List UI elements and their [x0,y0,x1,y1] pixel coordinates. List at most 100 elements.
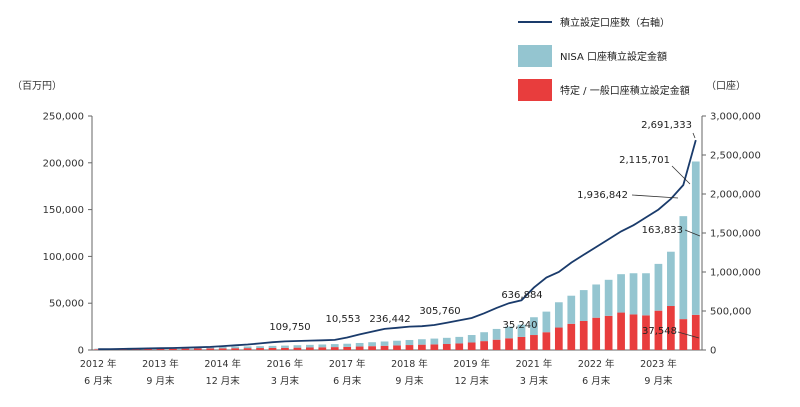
x-tick-month: 3 月末 [271,375,300,387]
bar-tokutei [368,346,376,350]
bar-nisa [455,336,464,344]
x-tick-year: 2022 年 [578,358,615,370]
annotation-leader [684,229,701,237]
bar-nisa [231,346,240,349]
bar-tokutei [517,336,526,350]
bar-nisa [281,345,289,348]
bar-tokutei [654,310,663,350]
bar-nisa [592,284,601,318]
bar-tokutei [181,348,190,350]
left-tick-label: 250,000 [43,112,84,123]
x-tick-month: 9 月末 [146,375,175,387]
bar-tokutei [542,332,551,350]
right-tick-label: 1,500,000 [710,229,761,240]
bar-tokutei [530,335,538,350]
right-unit-label: （口座） [706,79,746,92]
bar-tokutei [492,339,501,350]
bar-tokutei [430,344,439,350]
bar-tokutei [604,315,613,350]
bar-tokutei [281,347,289,350]
bar-tokutei [318,347,327,350]
left-tick-label: 50,000 [49,299,84,310]
annotation-label: 2,115,701 [619,155,670,166]
bar-nisa [667,251,675,307]
bar-nisa [604,279,613,316]
annotation-leader [671,165,691,185]
x-tick-month: 6 月末 [84,375,113,387]
bar-tokutei [554,327,563,350]
bar-tokutei [617,312,625,350]
annotation-leader [692,132,696,139]
right-tick-label: 0 [710,346,716,357]
x-tick-month: 6 月末 [582,375,611,387]
x-tick-year: 2018 年 [391,358,428,370]
bar-nisa [617,274,625,313]
bar-tokutei [442,344,451,350]
bar-tokutei [679,319,688,350]
bar-nisa [542,311,551,333]
bar-tokutei [629,314,638,350]
bar-tokutei [218,348,227,350]
annotation-label: 35,240 [503,320,538,331]
bar-tokutei [480,341,489,350]
bar-nisa [505,326,513,339]
x-tick-month: 6 月末 [333,375,362,387]
left-unit-label: （百万円） [12,80,62,92]
legend-label-tokutei: 特定 / 一般口座積立設定金額 [560,84,690,97]
bar-tokutei [144,348,152,350]
bar-tokutei [592,317,601,350]
annotation-label: 109,750 [269,322,310,333]
annotation-label: 163,833 [642,225,683,236]
right-tick-label: 3,000,000 [710,112,761,123]
bar-nisa [654,263,663,311]
bar-nisa [380,341,389,346]
annotation-label: 236,442 [369,314,410,325]
bar-tokutei [293,347,302,350]
x-tick-month: 12 月末 [206,375,241,387]
bar-tokutei [243,348,252,350]
bar-nisa [579,290,588,321]
bar-tokutei [355,346,364,350]
bar-tokutei [330,347,339,350]
bar-tokutei [169,348,177,350]
bar-nisa [368,342,376,347]
line-accounts [98,139,697,351]
bar-nisa [243,346,252,349]
bar-nisa [218,346,227,349]
bar-nisa [355,342,364,347]
bar-tokutei [393,345,401,350]
bar-nisa [480,332,489,342]
x-tick-year: 2012 年 [80,358,117,370]
right-tick-label: 2,500,000 [710,151,761,162]
x-tick-year: 2017 年 [329,358,366,370]
annotation-leader [677,331,700,339]
legend-tokutei-swatch [518,79,552,101]
bar-tokutei [380,345,389,350]
annotation-label: 2,691,333 [641,120,692,131]
bar-nisa [492,328,501,340]
bar-tokutei [567,323,576,350]
left-tick-label: 100,000 [43,252,84,263]
annotation-label: 37,548 [642,326,677,337]
bar-nisa [691,161,700,315]
bar-tokutei [193,348,202,350]
x-tick-month: 9 月末 [644,375,673,387]
bar-nisa [554,302,563,328]
bar-tokutei [256,348,264,350]
x-tick-month: 9 月末 [395,375,424,387]
legend-label-line: 積立設定口座数（右軸） [560,16,670,29]
bar-tokutei [156,348,165,350]
bar-nisa [343,343,352,347]
x-tick-month: 3 月末 [520,375,549,387]
x-tick-year: 2013 年 [142,358,179,370]
bar-nisa [679,216,688,320]
x-tick-year: 2014 年 [204,358,241,370]
x-tick-year: 2016 年 [267,358,304,370]
bar-nisa [330,344,339,348]
x-tick-month: 12 月末 [455,375,490,387]
bar-nisa [442,337,451,345]
bar-nisa [430,338,439,345]
bar-nisa [268,345,277,348]
annotation-label: 636,884 [501,290,542,301]
